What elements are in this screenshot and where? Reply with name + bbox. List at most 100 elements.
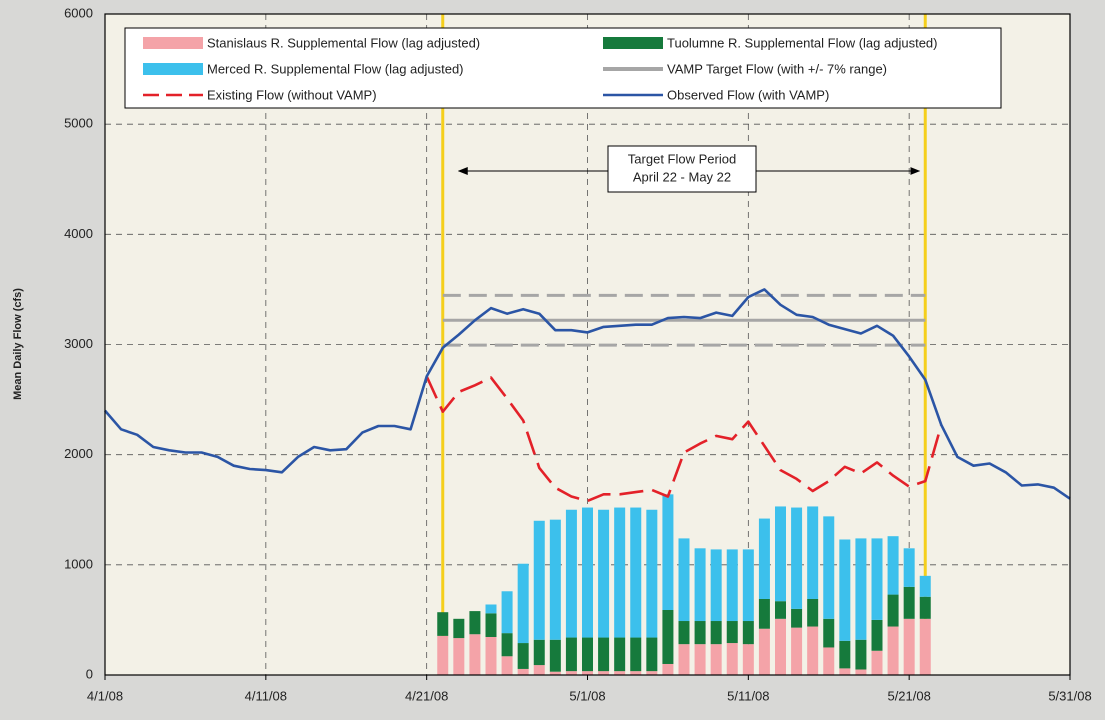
bar-segment [807, 506, 819, 599]
bar-segment [839, 539, 851, 641]
x-tick-label: 4/21/08 [405, 688, 448, 703]
bar-segment [726, 621, 738, 644]
y-tick-label: 3000 [64, 336, 93, 351]
bar-segment [517, 643, 529, 669]
bar-segment [453, 618, 465, 639]
legend-label: Observed Flow (with VAMP) [667, 87, 829, 102]
y-tick-label: 1000 [64, 556, 93, 571]
bar-segment [871, 650, 883, 675]
bar-segment [694, 548, 706, 622]
legend-label: Stanislaus R. Supplemental Flow (lag adj… [207, 35, 480, 50]
bar-segment [517, 668, 529, 675]
legend-label: VAMP Target Flow (with +/- 7% range) [667, 61, 887, 76]
x-tick-label: 5/11/08 [727, 688, 769, 703]
bar-segment [839, 640, 851, 669]
bar-segment [533, 665, 545, 675]
bar-segment [726, 549, 738, 622]
legend-box [124, 27, 1002, 109]
bar-segment [694, 644, 706, 675]
x-tick-label: 5/21/08 [887, 688, 930, 703]
bar-segment [887, 536, 899, 595]
x-tick-label: 5/1/08 [569, 688, 605, 703]
bar-segment [646, 509, 658, 638]
bar-segment [533, 520, 545, 640]
y-tick-label: 0 [86, 666, 93, 681]
bar-segment [791, 507, 803, 609]
bar-segment [839, 668, 851, 675]
bar-segment [582, 507, 593, 638]
bar-segment [437, 612, 449, 636]
bar-segment [758, 518, 770, 599]
bar-segment [742, 644, 754, 675]
bar-segment [662, 663, 674, 675]
bar-segment [549, 671, 561, 675]
bar-segment [871, 538, 883, 620]
bar-segment [630, 671, 642, 675]
bar-segment [903, 548, 915, 587]
bar-segment [565, 671, 577, 675]
bar-segment [807, 598, 819, 627]
bar-segment [646, 671, 658, 675]
bar-segment [855, 639, 867, 670]
annotation-text: Target Flow Period [628, 151, 736, 166]
legend-label: Tuolumne R. Supplemental Flow (lag adjus… [667, 35, 938, 50]
bar-segment [485, 636, 497, 675]
bar-segment [549, 519, 561, 640]
bar-segment [501, 633, 513, 657]
bar-segment [871, 619, 883, 651]
bar-segment [614, 671, 626, 675]
bar-segment [903, 586, 915, 619]
marks: Target Flow Period April 22 - May 22 [104, 14, 1071, 675]
bar-segment [775, 618, 786, 675]
bar-segment [919, 596, 931, 619]
bar-segment [549, 639, 561, 672]
bar-segment [919, 618, 931, 675]
bar-segment [662, 610, 674, 664]
bar-segment [662, 494, 674, 611]
bar-segment [919, 575, 931, 597]
bar-segment [678, 644, 690, 675]
bar-segment [437, 635, 449, 675]
bar-segment [775, 506, 786, 602]
bar-segment [582, 637, 593, 672]
bar-segment [646, 637, 658, 672]
x-tick-label: 4/11/08 [245, 688, 287, 703]
bar-segment [791, 627, 803, 675]
line-series [425, 375, 943, 503]
bar-segment [469, 611, 481, 635]
bar-segment [598, 509, 610, 638]
bar-segment [775, 601, 786, 619]
bar-segment [710, 621, 722, 645]
bar-segment [517, 563, 529, 644]
annotation-box [607, 145, 757, 193]
bar-segment [469, 634, 481, 675]
bar-segment [501, 656, 513, 675]
bar-segment [582, 671, 593, 675]
bar-segment [823, 647, 835, 675]
bar-segment [726, 643, 738, 675]
bar-segment [903, 618, 915, 675]
bar-segment [807, 626, 819, 675]
bar-segment [678, 538, 690, 622]
bar-segment [887, 626, 899, 675]
bar-segment [823, 516, 835, 619]
legend-label: Existing Flow (without VAMP) [207, 87, 377, 102]
bar-segment [678, 621, 690, 645]
bar-segment [598, 671, 610, 675]
legend-label: Merced R. Supplemental Flow (lag adjuste… [207, 61, 464, 76]
bar-segment [614, 637, 626, 672]
bar-segment [630, 637, 642, 672]
bar-segment [823, 618, 835, 648]
y-tick-label: 6000 [64, 5, 93, 20]
bar-segment [485, 604, 497, 614]
bar-segment [742, 549, 754, 622]
x-tick-label: 5/31/08 [1048, 688, 1091, 703]
x-tick-label: 4/1/08 [87, 688, 123, 703]
bar-segment [855, 538, 867, 640]
y-tick-label: 4000 [64, 226, 93, 241]
bar-segment [598, 637, 610, 672]
bar-segment [565, 637, 577, 672]
bar-segment [855, 669, 867, 675]
bar-segment [791, 608, 803, 628]
